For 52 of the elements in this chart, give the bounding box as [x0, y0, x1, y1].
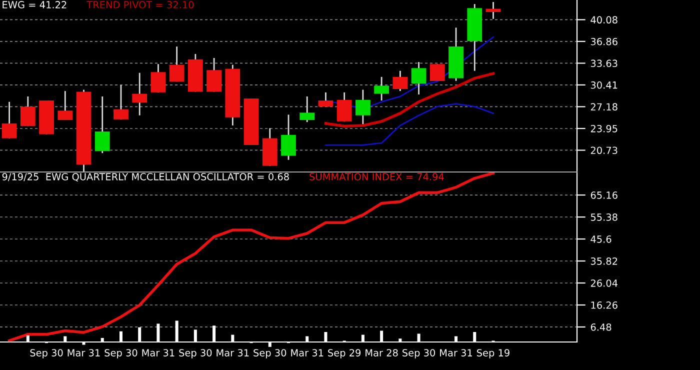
y-tick-label: 23.95 — [590, 124, 618, 132]
x-tick-label: Sep 19 — [476, 349, 510, 358]
candlestick — [392, 70, 408, 92]
y-tick-label: 27.18 — [590, 103, 618, 111]
y-tick-label: 6.48 — [590, 323, 612, 331]
candlestick — [486, 1, 501, 20]
y-tick-label: 36.86 — [590, 38, 618, 46]
y-tick-label: 35.82 — [590, 257, 618, 265]
chart-title: EWG = 41.22 — [2, 1, 66, 8]
text: TREND PIVOT = 32.10 — [86, 1, 194, 8]
candlestick — [20, 96, 36, 127]
candlestick — [318, 92, 334, 108]
y-tick-label: 20.73 — [590, 146, 618, 154]
candlestick — [336, 92, 352, 122]
candlestick — [206, 57, 222, 92]
x-tick-label: Mar 31 — [216, 349, 249, 356]
candlestick — [430, 63, 445, 82]
candlestick — [169, 46, 184, 82]
candlestick — [150, 63, 166, 94]
candlestick — [281, 114, 296, 161]
x-tick-label: Mar 31 — [142, 349, 174, 356]
line-series — [325, 103, 494, 146]
x-tick-label: Sep 30 — [30, 349, 63, 358]
y-tick-label: 33.63 — [590, 60, 618, 68]
y-tick-label: 45.6 — [590, 235, 612, 243]
x-tick-label: Mar 31 — [68, 349, 100, 356]
y-tick-label: 16.26 — [591, 301, 618, 309]
y-tick-label: 26.04 — [590, 279, 618, 287]
x-tick-label: Mar 28 — [366, 349, 398, 356]
y-tick-label: 40.08 — [590, 16, 618, 24]
line-series — [324, 72, 495, 128]
candlestick — [94, 96, 110, 154]
candlestick — [411, 61, 426, 96]
candlestick — [374, 76, 390, 102]
x-tick-label: Sep 30 — [254, 349, 286, 358]
y-tick-label: 65.16 — [590, 192, 618, 199]
candlestick — [2, 101, 17, 139]
candlestick — [300, 96, 315, 123]
x-tick-label: Sep 30 — [402, 349, 436, 358]
x-tick-label: Sep 30 — [179, 349, 212, 358]
candlestick — [58, 90, 73, 121]
candlestick — [114, 84, 128, 120]
y-tick-label: 30.41 — [590, 81, 618, 89]
chart-title: 9/19/25 EWG QUARTERLY MCCLELLAN OSCILLATOR = 0.68 — [2, 173, 289, 182]
candlestick — [356, 89, 370, 125]
y-tick-label: 55.38 — [590, 213, 618, 221]
x-tick-label: Mar 31 — [440, 349, 472, 356]
x-tick-label: Mar 31 — [291, 349, 324, 356]
x-tick-label: Sep 30 — [104, 349, 138, 358]
candlestick — [132, 72, 148, 116]
x-tick-label: Sep 29 — [328, 349, 361, 358]
series-label: SUMMATION INDEX = 74.94 — [310, 173, 444, 180]
